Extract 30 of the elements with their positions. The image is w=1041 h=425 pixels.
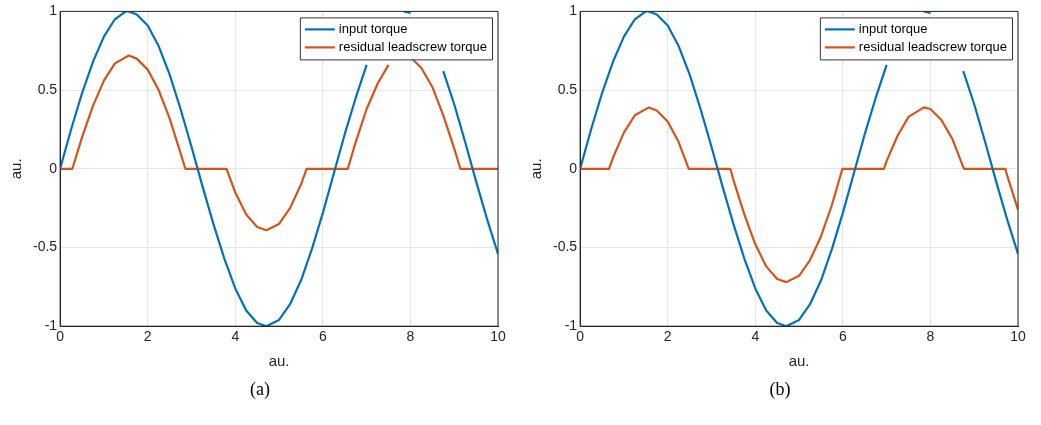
y-tick-label: 1 [569,2,578,19]
x-tick-label: 10 [490,328,506,345]
y-tick-label: 0 [49,159,58,176]
y-tick-label: -0.5 [33,238,58,255]
legend-label: input torque [338,20,408,36]
x-tick-label: 4 [751,328,760,345]
x-tick-label: 8 [926,328,935,345]
y-axis-title: au. [527,158,545,180]
x-tick-label: 10 [1010,328,1026,345]
y-tick-label: -1 [44,317,58,334]
x-tick-label: 6 [318,328,327,345]
legend-label: residual leadscrew torque [858,38,1008,54]
y-tick-label: -0.5 [553,238,578,255]
x-tick-label: 4 [231,328,240,345]
text: (b) [768,379,792,400]
x-tick-label: 2 [143,328,152,345]
y-tick-label: -1 [564,317,578,334]
x-axis-title: au. [268,352,290,370]
legend-label: input torque [858,20,928,36]
y-tick-label: 0.5 [557,80,578,97]
legend-label: residual leadscrew torque [338,38,488,54]
x-tick-label: 8 [406,328,415,345]
x-axis-title: au. [788,352,810,370]
x-tick-label: 6 [838,328,847,345]
y-tick-label: 0 [569,159,578,176]
y-tick-label: 0.5 [37,80,58,97]
text: (a) [249,379,271,400]
y-axis-title: au. [7,158,25,180]
x-tick-label: 2 [663,328,672,345]
y-tick-label: 1 [49,2,58,19]
